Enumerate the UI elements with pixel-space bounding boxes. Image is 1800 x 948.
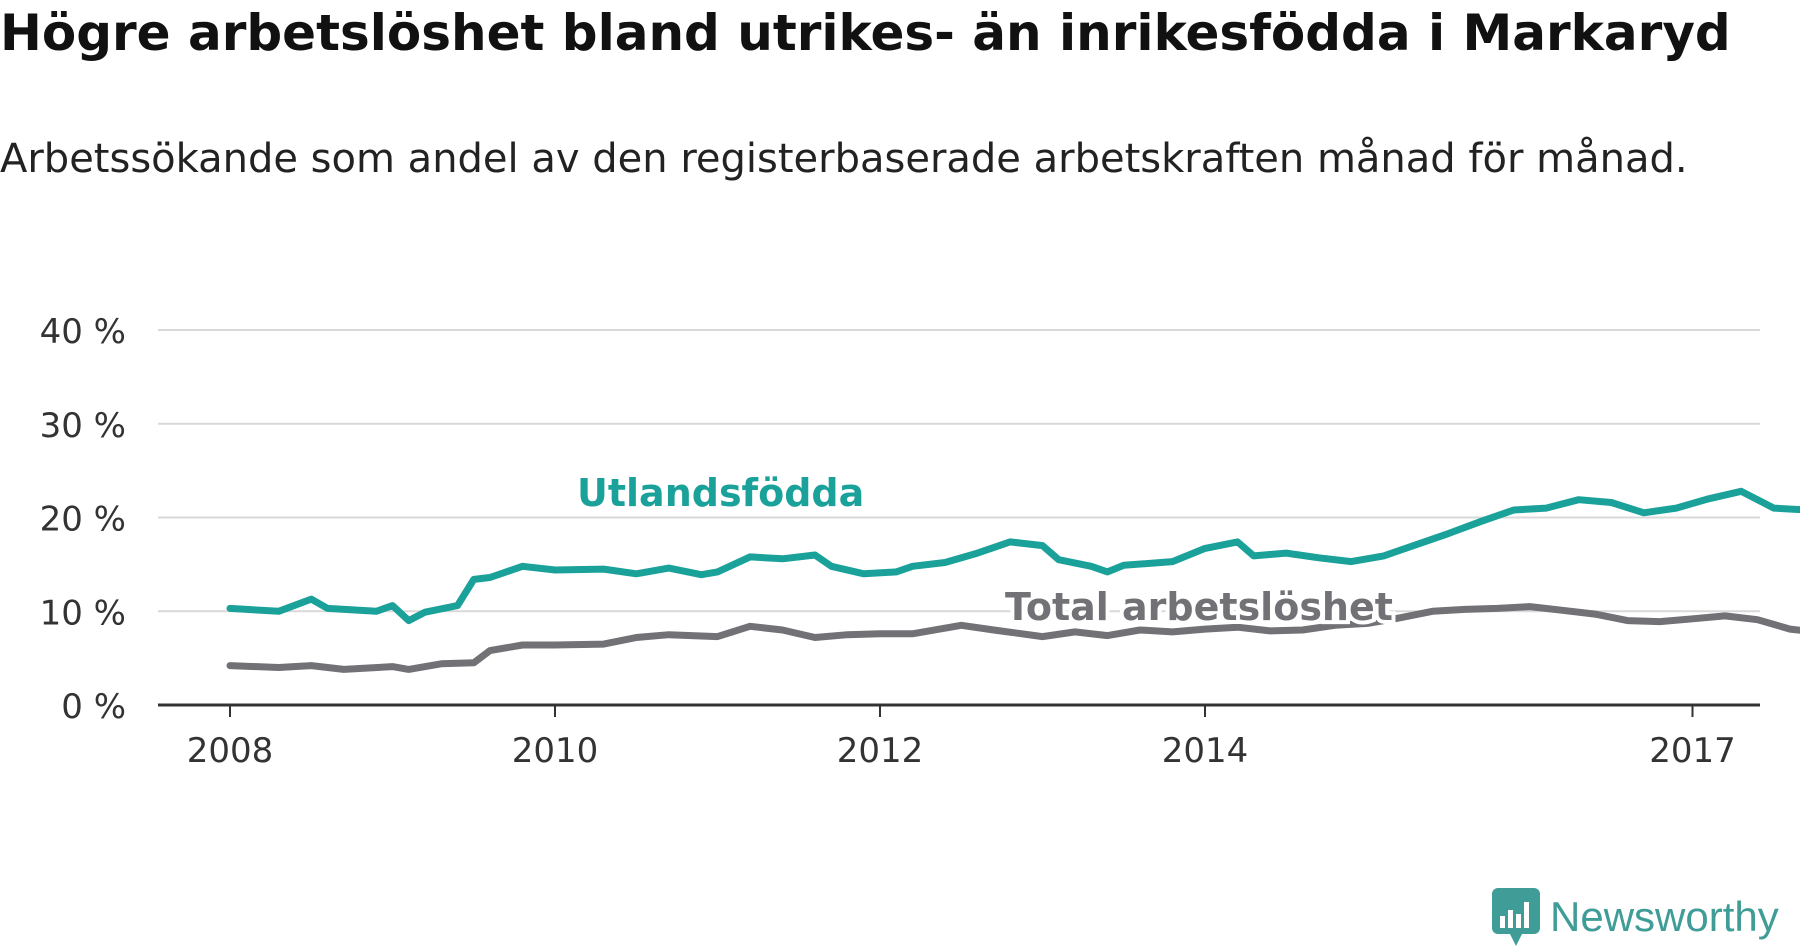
x-tick-label: 2008 <box>187 731 274 771</box>
y-axis-ticks: 0 % 10 % 20 % 30 % 40 % <box>40 312 126 727</box>
y-tick-label: 40 % <box>40 312 126 352</box>
x-axis-ticks: 200820102012201420172019202120232025 <box>158 703 1760 771</box>
x-tick-label: 2012 <box>837 731 924 771</box>
x-tick-label: 2010 <box>512 731 599 771</box>
brand-name: Newsworthy <box>1550 893 1779 940</box>
gridlines <box>158 329 1760 613</box>
y-tick-label: 30 % <box>40 406 126 446</box>
foreign-born-series-label: Utlandsfödda <box>577 471 864 515</box>
chart-subtitle: Arbetssökande som andel av den registerb… <box>0 136 1688 182</box>
y-tick-label: 10 % <box>40 593 126 633</box>
total-unemployment-series-label: Total arbetslöshet <box>1005 585 1393 629</box>
x-tick-label: 2014 <box>1162 731 1249 771</box>
foreign-born-line <box>226 487 1800 625</box>
x-tick-label: 2017 <box>1649 731 1736 771</box>
y-tick-label: 0 % <box>61 687 126 727</box>
series-lines <box>226 487 1800 673</box>
chart-title: Högre arbetslöshet bland utrikes- än inr… <box>0 4 1731 62</box>
y-tick-label: 20 % <box>40 500 126 540</box>
newsworthy-logo-icon <box>1492 888 1540 946</box>
total-unemployment-line <box>226 603 1800 673</box>
newsworthy-logo: Newsworthy <box>1492 888 1779 946</box>
